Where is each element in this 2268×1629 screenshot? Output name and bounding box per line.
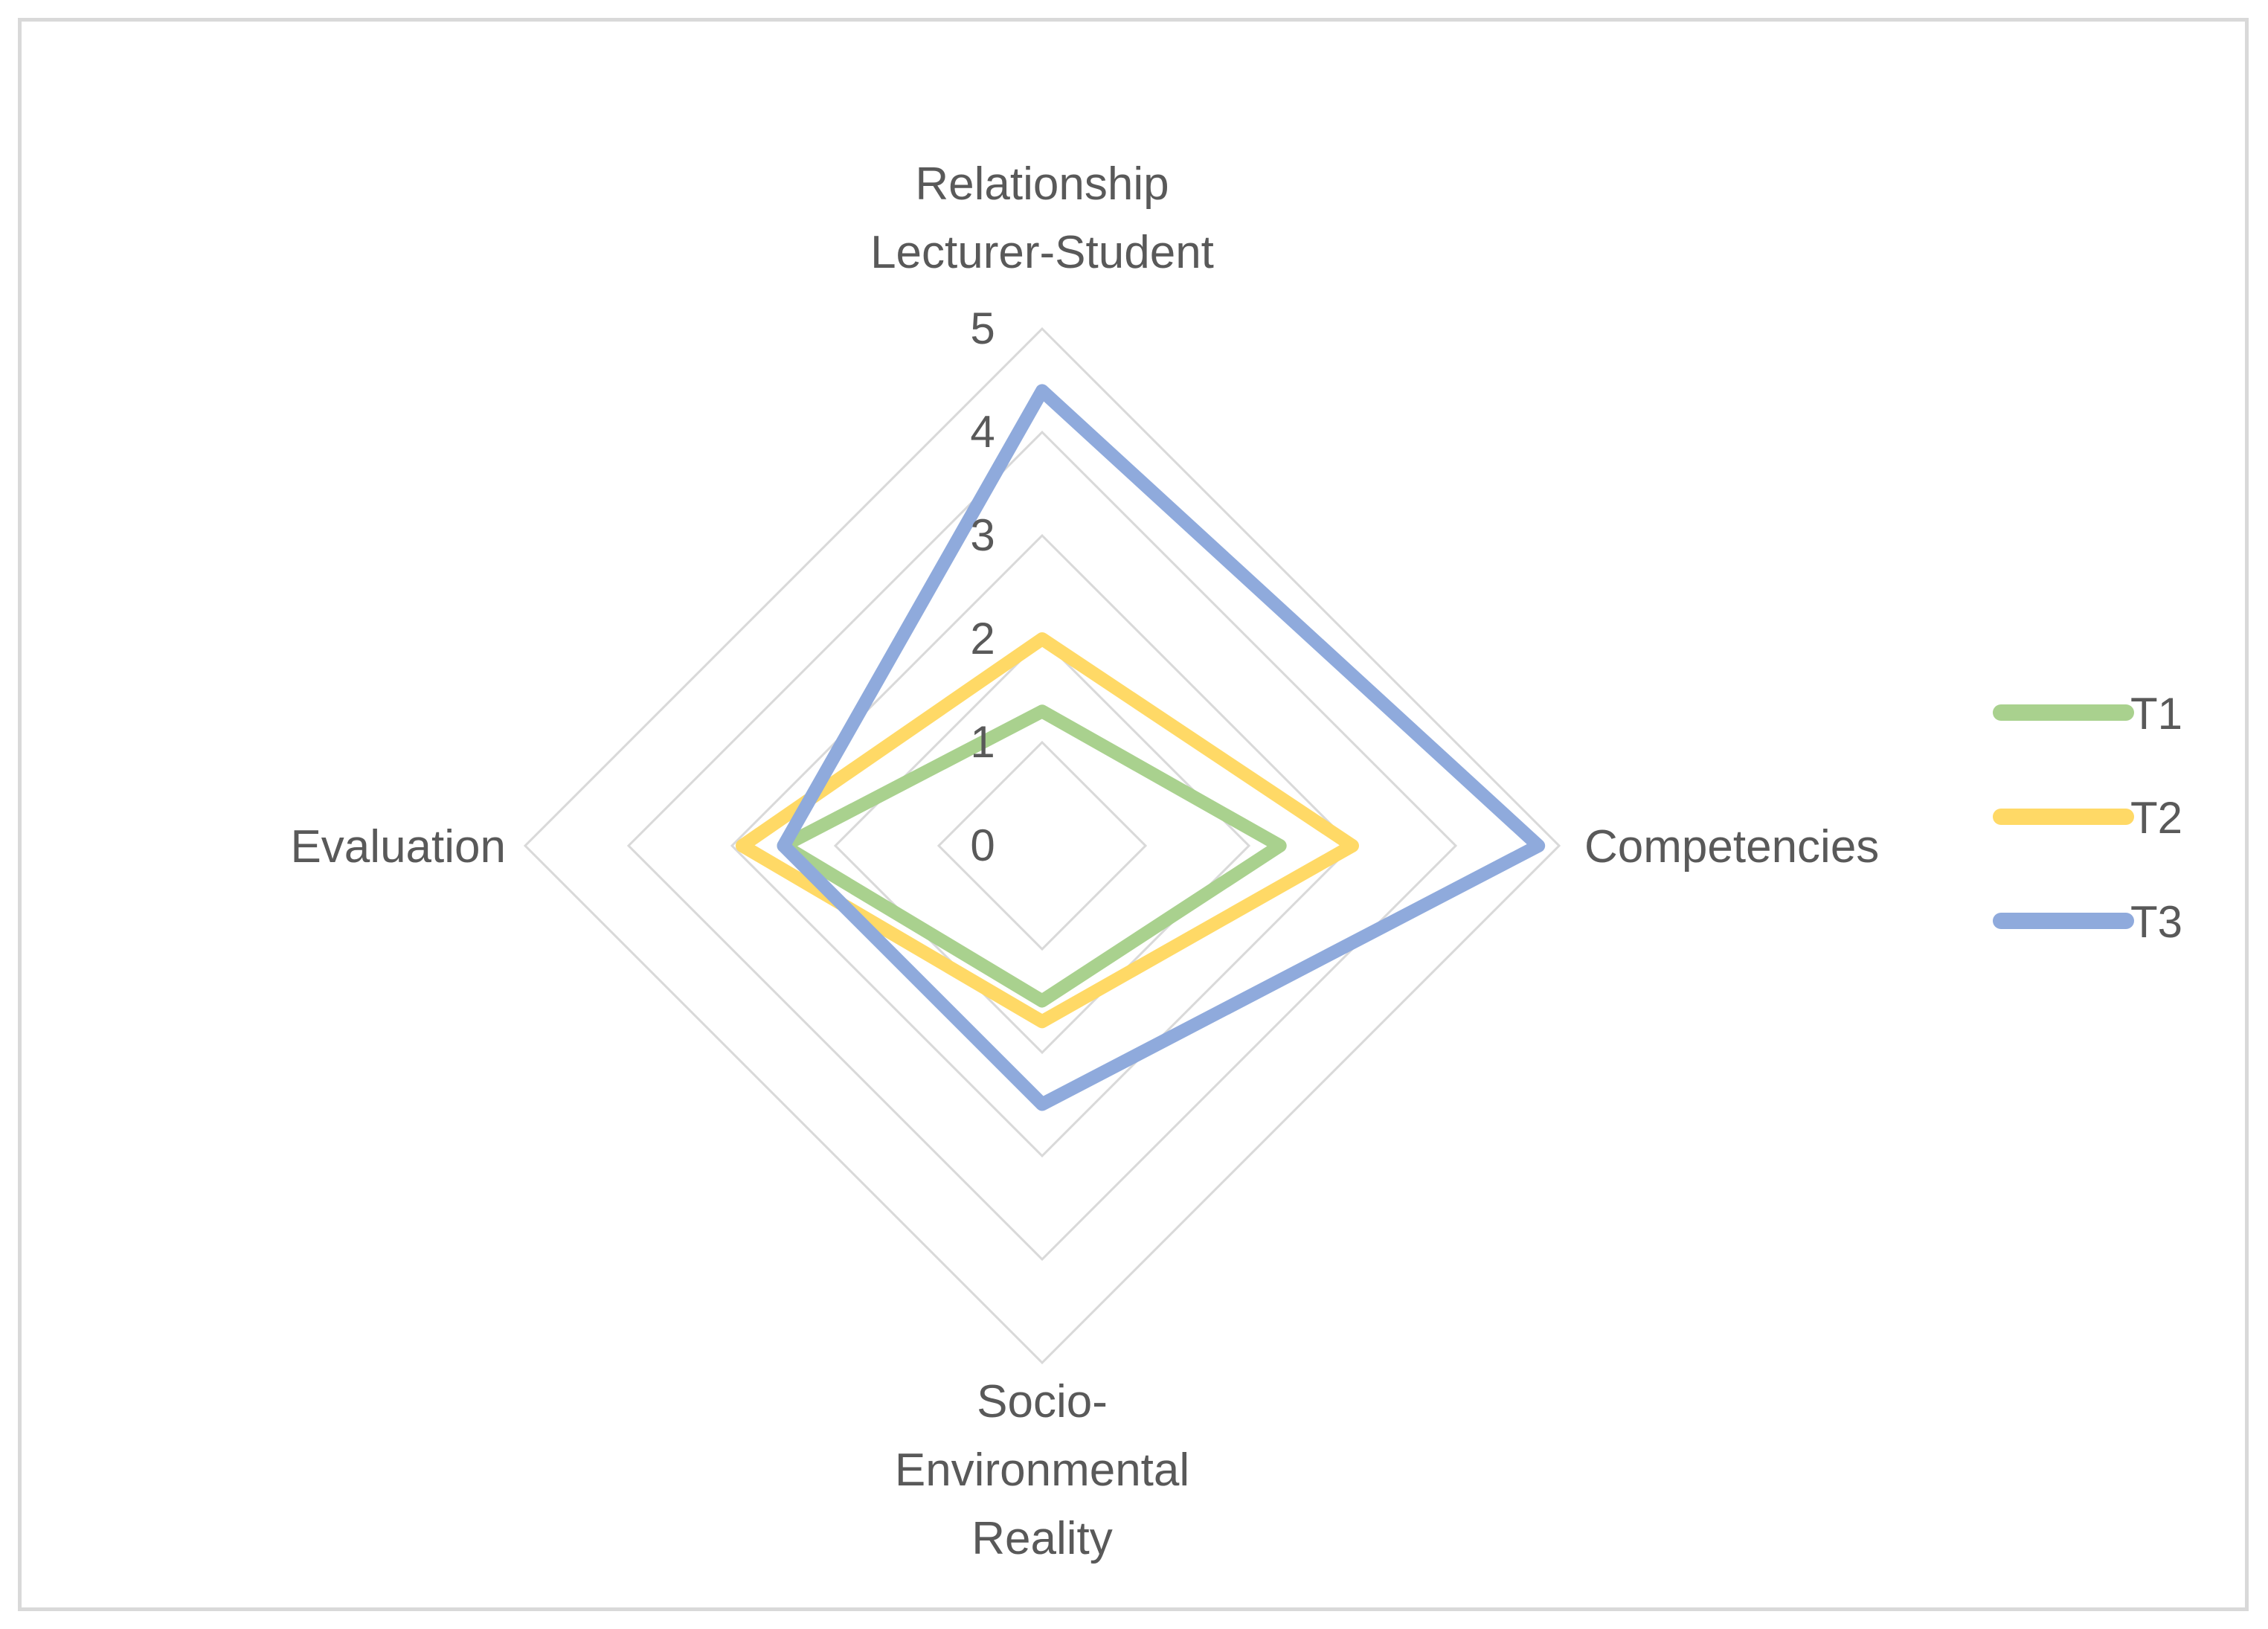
grid-ring-4 bbox=[626, 430, 1458, 1262]
radial-tick-labels: 0 1 2 3 4 5 bbox=[970, 303, 995, 870]
radar-grid bbox=[523, 327, 1561, 1365]
grid-ring-1 bbox=[937, 740, 1148, 951]
legend: T1 T2 T3 bbox=[1993, 689, 2182, 947]
axis-label-line: Relationship bbox=[915, 158, 1169, 210]
series-line-t3 bbox=[777, 384, 1546, 1111]
radar-series bbox=[735, 384, 1546, 1111]
axis-label-2: Competencies bbox=[1584, 821, 1879, 873]
tick-label-5: 5 bbox=[970, 303, 995, 353]
axis-labels: Relationship Lecturer-Student Competencies… bbox=[290, 158, 1879, 1564]
tick-label-4: 4 bbox=[970, 407, 995, 457]
tick-label-2: 2 bbox=[970, 614, 995, 664]
axis-label-line: Competencies bbox=[1584, 821, 1879, 873]
axis-label-4: Evaluation bbox=[290, 821, 506, 873]
axis-label-line: Socio- bbox=[977, 1376, 1108, 1427]
chart-frame bbox=[18, 18, 2249, 1611]
grid-ring-5 bbox=[523, 327, 1561, 1365]
axis-label-3: Socio- Environmental Reality bbox=[895, 1376, 1189, 1564]
axis-label-line: Evaluation bbox=[290, 821, 506, 873]
legend-label-t1: T1 bbox=[2130, 689, 2182, 739]
tick-label-0: 0 bbox=[970, 820, 995, 870]
legend-label-t2: T2 bbox=[2130, 793, 2182, 843]
series-line-t1 bbox=[777, 704, 1287, 1008]
series-line-t2 bbox=[735, 632, 1359, 1029]
grid-ring-2 bbox=[833, 637, 1251, 1055]
grid-ring-3 bbox=[730, 533, 1355, 1158]
axis-label-line: Reality bbox=[971, 1513, 1113, 1564]
axis-label-line: Lecturer-Student bbox=[870, 227, 1214, 278]
tick-label-1: 1 bbox=[970, 717, 995, 767]
axis-label-1: Relationship Lecturer-Student bbox=[870, 158, 1214, 278]
tick-label-3: 3 bbox=[970, 510, 995, 560]
axis-label-line: Environmental bbox=[895, 1445, 1189, 1496]
legend-label-t3: T3 bbox=[2130, 897, 2182, 947]
